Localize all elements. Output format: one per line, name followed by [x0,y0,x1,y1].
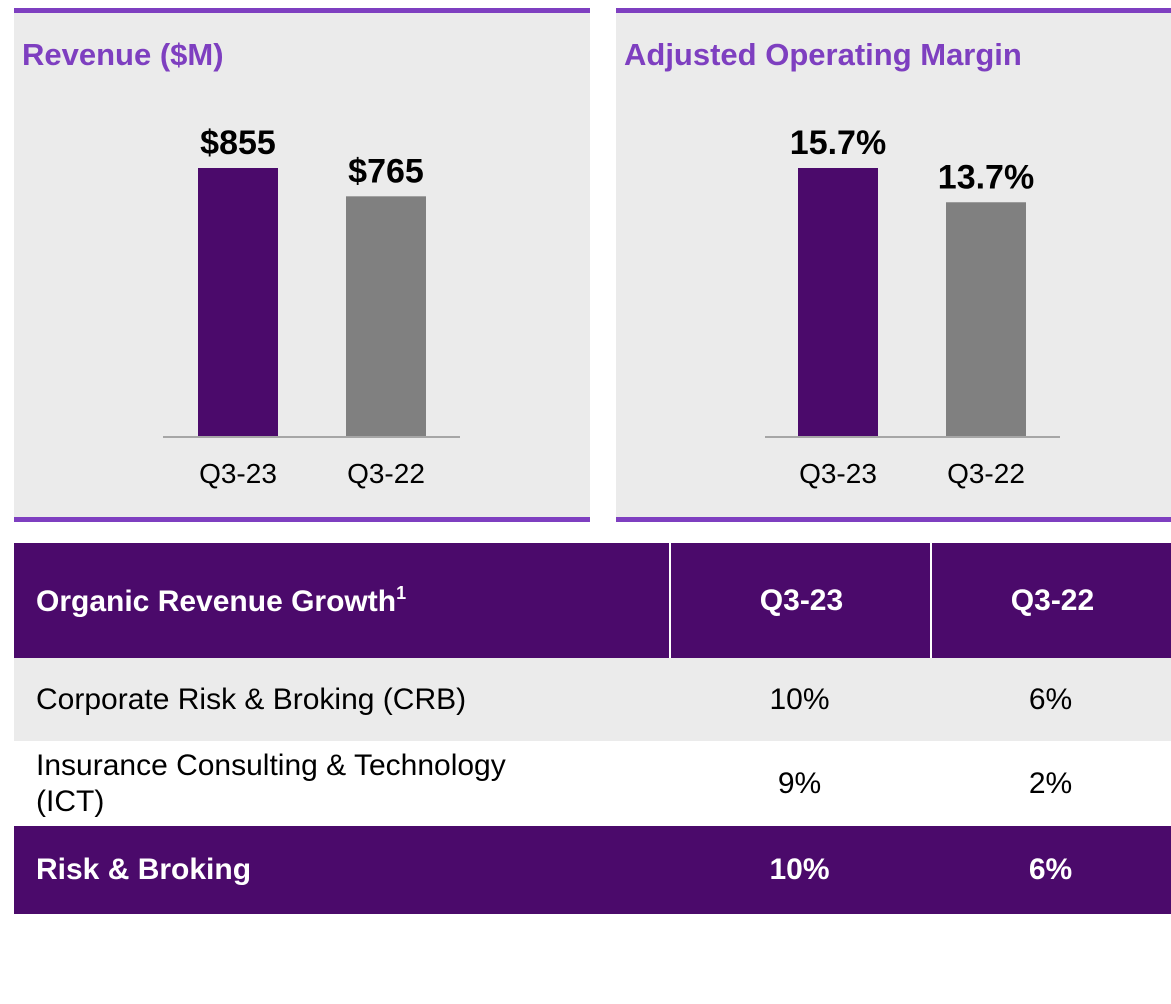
chart-title: Adjusted Operating Margin [624,37,1022,72]
table-header: Organic Revenue Growth1 Q3-23 Q3-22 [14,543,1171,658]
header-cell: Organic Revenue Growth1 [36,583,406,619]
row-label: Insurance Consulting & Technology (ICT) [36,748,506,818]
bar [798,168,878,437]
table-row: Risk & Broking 10% 6% [14,826,1171,914]
x-tick-label: Q3-22 [947,458,1025,489]
table-row: Corporate Risk & Broking (CRB) 10% 6% [14,658,1171,741]
header-text: Organic Revenue Growth [36,584,397,618]
value-label: $855 [200,124,276,162]
footnote-marker: 1 [396,582,407,603]
table-row: Insurance Consulting & Technology (ICT) … [14,741,1171,826]
growth-table: Organic Revenue Growth1 Q3-23 Q3-22 Corp… [14,543,1171,914]
cell: 10% [769,682,830,716]
value-label: $765 [348,152,424,190]
row-label: Corporate Risk & Broking (CRB) [36,682,467,716]
cell: 9% [777,766,822,800]
bar [346,196,426,437]
bar [946,202,1026,437]
cell: 6% [1028,682,1073,716]
cell: 6% [1028,853,1073,886]
cell: 2% [1028,766,1073,800]
revenue-panel: Revenue ($M) $855 Q3-23 $765 Q3-22 [14,8,590,522]
chart: 15.7% Q3-23 13.7% Q3-22 [765,124,1060,489]
x-tick-label: Q3-23 [799,458,877,489]
chart-title: Revenue ($M) [22,37,224,72]
cell: 10% [769,853,830,886]
margin-panel: Adjusted Operating Margin 15.7% Q3-23 13.7… [616,8,1171,522]
x-tick-label: Q3-22 [347,458,425,489]
value-label: 13.7% [938,158,1034,196]
header-cell: Q3-22 [930,543,1171,658]
chart: $855 Q3-23 $765 Q3-22 [163,124,460,489]
value-label: 15.7% [790,124,886,162]
header-cell: Q3-23 [669,543,932,658]
x-tick-label: Q3-23 [199,458,277,489]
bar [198,168,278,437]
row-label: Risk & Broking [36,853,252,886]
